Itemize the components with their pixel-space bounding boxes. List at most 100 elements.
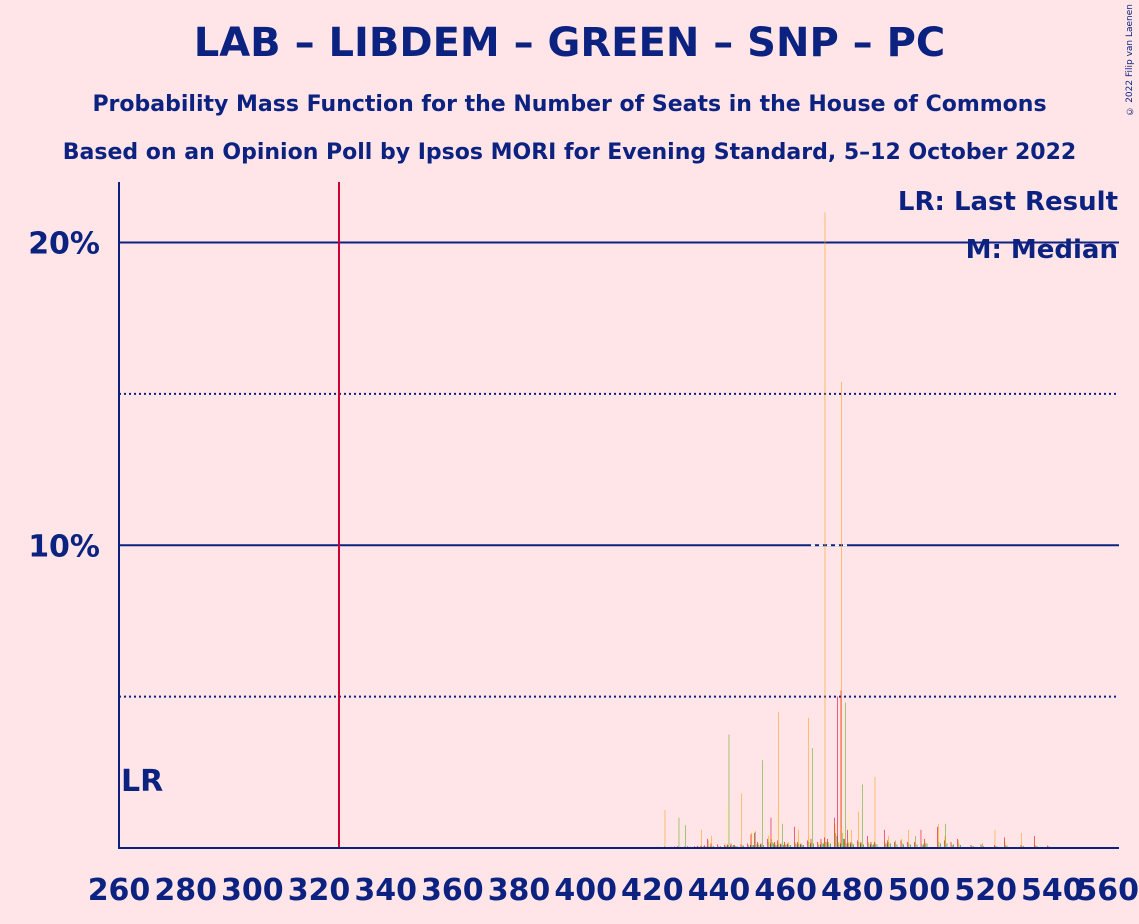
bar-snp-467 xyxy=(809,835,810,848)
bar-green-493 xyxy=(895,840,896,848)
bar-libdem-452 xyxy=(758,843,759,848)
bar-pc-460 xyxy=(786,844,788,848)
x-tick-label: 260 xyxy=(88,873,151,908)
bar-lab-447 xyxy=(740,844,742,848)
bar-green-485 xyxy=(868,843,870,848)
bar-green-491 xyxy=(888,841,890,848)
bar-lab-508 xyxy=(944,840,945,848)
bar-lab-475 xyxy=(834,817,835,848)
bar-lab-485 xyxy=(867,835,868,848)
bar-pc-442 xyxy=(726,845,728,848)
bar-snp-531 xyxy=(1022,845,1024,848)
x-tick-label: 340 xyxy=(354,873,417,908)
bar-pc-486 xyxy=(873,844,874,848)
bar-pc-468 xyxy=(813,843,814,848)
bar-green-512 xyxy=(958,843,960,848)
bar-libdem-502 xyxy=(924,841,926,848)
bar-green-460 xyxy=(785,844,786,848)
bar-pc-478 xyxy=(846,843,848,848)
bar-snp-510 xyxy=(952,843,954,848)
bar-libdem-443 xyxy=(728,844,729,848)
bar-pc-510 xyxy=(953,844,954,848)
bar-lab-480 xyxy=(850,841,852,848)
bar-green-450 xyxy=(752,844,753,848)
bar-libdem-470 xyxy=(818,843,819,848)
bar-lab-526 xyxy=(1004,837,1005,848)
bar-green-456 xyxy=(772,841,773,848)
x-tick-label: 500 xyxy=(888,873,951,908)
bar-green-490 xyxy=(885,843,886,848)
bar-green-535 xyxy=(1035,845,1036,848)
bar-libdem-453 xyxy=(761,844,762,848)
x-tick-label: 480 xyxy=(821,873,884,908)
bar-snp-483 xyxy=(862,841,864,848)
bar-pc-457 xyxy=(776,844,778,848)
bar-green-459 xyxy=(782,823,783,848)
bar-libdem-478 xyxy=(844,841,846,848)
bar-pc-487 xyxy=(876,844,878,848)
bar-pc-526 xyxy=(1006,845,1008,848)
bar-snp-499 xyxy=(916,841,917,848)
bar-snp-491 xyxy=(889,840,890,848)
x-tick-label: 560 xyxy=(1076,873,1139,908)
bar-snp-523 xyxy=(996,845,997,848)
bar-snp-476 xyxy=(839,840,840,848)
bar-lab-452 xyxy=(757,841,758,848)
bar-libdem-487 xyxy=(874,776,876,848)
bar-green-508 xyxy=(945,823,946,848)
bar-lab-502 xyxy=(924,838,925,848)
x-tick-label: 540 xyxy=(1021,873,1084,908)
bar-pc-502 xyxy=(926,843,928,848)
bar-green-499 xyxy=(915,835,916,848)
bar-snp-459 xyxy=(782,844,784,848)
bar-libdem-467 xyxy=(808,717,809,848)
bar-lab-444 xyxy=(730,843,732,848)
bar-green-519 xyxy=(982,843,983,848)
bar-snp-444 xyxy=(732,844,734,848)
bar-lab-457 xyxy=(774,841,775,848)
bar-libdem-472 xyxy=(824,212,826,848)
legend-last-result: LR: Last Result xyxy=(898,187,1118,217)
bar-libdem-493 xyxy=(894,843,896,848)
last-result-marker: LR xyxy=(121,764,163,799)
bar-libdem-483 xyxy=(861,843,862,848)
bar-pc-495 xyxy=(903,844,904,848)
bar-lab-443 xyxy=(727,844,728,848)
axes xyxy=(118,182,1119,849)
bar-libdem-535 xyxy=(1034,844,1036,848)
bar-snp-501 xyxy=(922,835,924,848)
x-tick-label: 280 xyxy=(154,873,217,908)
bar-pc-465 xyxy=(803,844,804,848)
bar-libdem-447 xyxy=(741,793,742,848)
bar-libdem-501 xyxy=(921,843,922,848)
x-tick-label: 440 xyxy=(688,873,751,908)
bar-lab-459 xyxy=(780,843,782,848)
bar-libdem-485 xyxy=(868,841,869,848)
bar-lab-482 xyxy=(857,840,858,848)
chart-title: LAB – LIBDEM – GREEN – SNP – PC xyxy=(193,20,946,66)
bar-lab-437 xyxy=(707,838,708,848)
bar-snp-458 xyxy=(779,841,780,848)
bar-snp-495 xyxy=(902,835,904,848)
bar-libdem-464 xyxy=(798,829,799,848)
bar-pc-490 xyxy=(886,843,888,848)
bar-lab-516 xyxy=(970,844,972,848)
bar-green-476 xyxy=(838,843,840,848)
bar-lab-445 xyxy=(734,844,735,848)
bar-green-461 xyxy=(788,844,790,848)
x-tick-label: 300 xyxy=(221,873,284,908)
bar-pc-480 xyxy=(853,844,854,848)
bar-pc-508 xyxy=(946,843,948,848)
bar-libdem-516 xyxy=(971,845,972,848)
bar-libdem-437 xyxy=(708,840,709,848)
bar-libdem-444 xyxy=(731,844,732,848)
bar-libdem-510 xyxy=(951,843,952,848)
bar-snp-447 xyxy=(742,844,744,848)
bar-libdem-508 xyxy=(944,835,946,848)
bar-green-479 xyxy=(848,843,850,848)
bar-pc-485 xyxy=(870,844,871,848)
bar-libdem-456 xyxy=(771,838,772,848)
bar-snp-456 xyxy=(772,835,774,848)
bar-lab-453 xyxy=(760,843,762,848)
bar-snp-460 xyxy=(786,842,787,848)
